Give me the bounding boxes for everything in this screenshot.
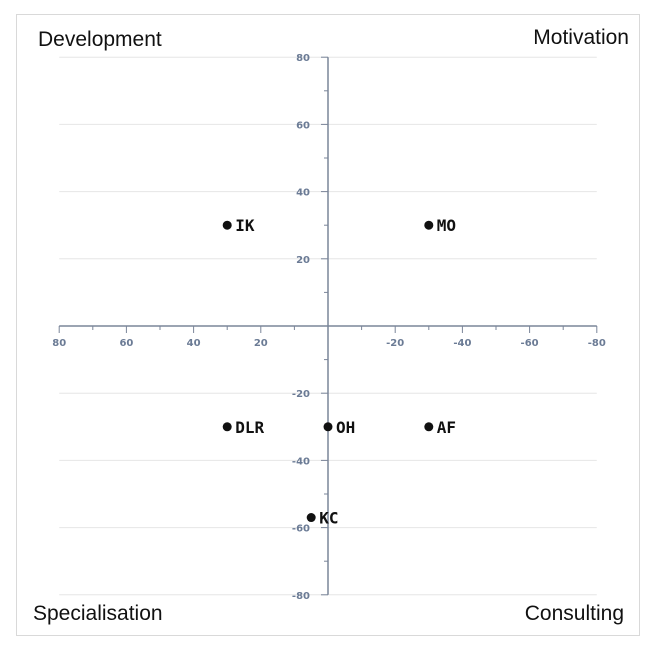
x-tick-label: 80 <box>52 338 66 349</box>
y-tick-label: 40 <box>296 188 310 199</box>
data-point-label-dlr: DLR <box>235 418 264 437</box>
data-point-label-af: AF <box>437 418 456 437</box>
y-tick-label: 20 <box>296 255 310 266</box>
tick-labels: 80 60 40 20 -20 -40 -60 -80 80 60 40 20 -20 -40 -60 -80 <box>52 53 606 602</box>
data-point-label-oh: OH <box>336 418 355 437</box>
data-point-kc <box>306 513 316 523</box>
data-point-label-ik: IK <box>235 216 255 235</box>
y-tick-label: 60 <box>296 120 310 131</box>
x-tick-label: 60 <box>119 338 133 349</box>
data-point-ik <box>222 220 232 230</box>
x-tick-label: -40 <box>453 338 471 349</box>
x-tick-label: -60 <box>521 338 539 349</box>
quadrant-label-development: Development <box>38 28 162 51</box>
data-point-dlr <box>222 422 232 432</box>
data-points: IK MO DLR OH AF KC <box>222 216 456 528</box>
x-tick-label: -20 <box>386 338 404 349</box>
axes <box>58 56 598 596</box>
y-tick-label: -40 <box>292 456 310 467</box>
y-tick-label: 80 <box>296 53 310 64</box>
y-tick-label: -80 <box>292 591 310 602</box>
data-point-label-kc: KC <box>319 509 338 528</box>
x-tick-label: 20 <box>254 338 268 349</box>
data-point-oh <box>323 422 333 432</box>
x-tick-label: 40 <box>187 338 201 349</box>
quadrant-label-specialisation: Specialisation <box>33 602 163 625</box>
data-point-mo <box>424 220 434 230</box>
quadrant-label-consulting: Consulting <box>524 602 624 625</box>
x-tick-label: -80 <box>588 338 606 349</box>
data-point-label-mo: MO <box>437 216 456 235</box>
y-tick-label: -60 <box>292 524 310 535</box>
data-point-af <box>424 422 434 432</box>
y-tick-label: -20 <box>292 389 310 400</box>
quadrant-label-motivation: Motivation <box>533 26 629 49</box>
